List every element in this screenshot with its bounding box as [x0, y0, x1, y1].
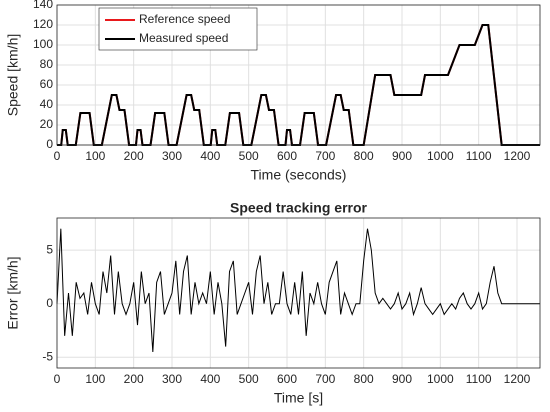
- plot-frame: [56, 4, 541, 146]
- y-tick-label: 60: [40, 77, 54, 91]
- x-tick-label: 700: [315, 149, 335, 163]
- x-tick-label: 800: [354, 149, 374, 163]
- chart-title: Speed tracking error: [230, 200, 367, 216]
- x-tick-label: 300: [162, 372, 182, 386]
- x-tick-label: 100: [85, 149, 105, 163]
- x-tick-label: 1100: [466, 149, 492, 163]
- y-tick-label: -5: [42, 349, 53, 363]
- y-tick-label: 100: [33, 37, 53, 51]
- x-tick-label: 900: [392, 149, 412, 163]
- plot-frame: [56, 217, 541, 369]
- x-tick-label: 400: [200, 149, 220, 163]
- x-tick-label: 200: [124, 149, 144, 163]
- x-axis-label: Time [s]: [274, 390, 323, 406]
- x-tick-label: 0: [54, 149, 61, 163]
- data-line: [56, 228, 540, 352]
- x-tick-label: 600: [277, 149, 297, 163]
- x-tick-label: 100: [85, 372, 105, 386]
- y-axis-label: Error [km/h]: [5, 256, 21, 329]
- y-tick-label: 20: [40, 117, 54, 131]
- x-axis-label: Time (seconds): [251, 167, 347, 183]
- x-tick-label: 500: [239, 372, 259, 386]
- x-tick-label: 1200: [504, 149, 531, 163]
- x-tick-label: 400: [200, 372, 220, 386]
- y-tick-label: 5: [46, 242, 53, 256]
- y-tick-label: 120: [33, 17, 53, 31]
- x-tick-label: 800: [354, 372, 374, 386]
- legend-box: [98, 7, 258, 51]
- y-tick-label: 0: [46, 137, 53, 151]
- y-tick-label: 40: [40, 97, 54, 111]
- x-tick-label: 700: [315, 372, 335, 386]
- x-tick-label: 1100: [466, 372, 492, 386]
- y-tick-label: 140: [33, 0, 53, 11]
- x-tick-label: 200: [124, 372, 144, 386]
- x-tick-label: 0: [54, 372, 61, 386]
- y-axis-label: Speed [km/h]: [5, 34, 21, 117]
- legend-label: Reference speed: [139, 12, 230, 26]
- x-tick-label: 900: [392, 372, 412, 386]
- plot-area: [57, 218, 540, 368]
- x-tick-label: 500: [239, 149, 259, 163]
- x-tick-label: 600: [277, 372, 297, 386]
- x-tick-label: 1000: [427, 149, 454, 163]
- x-tick-label: 1200: [504, 372, 531, 386]
- legend-label: Measured speed: [139, 31, 228, 45]
- x-tick-label: 1000: [427, 372, 454, 386]
- x-tick-label: 300: [162, 149, 182, 163]
- y-tick-label: 80: [40, 57, 54, 71]
- y-tick-label: 0: [46, 296, 53, 310]
